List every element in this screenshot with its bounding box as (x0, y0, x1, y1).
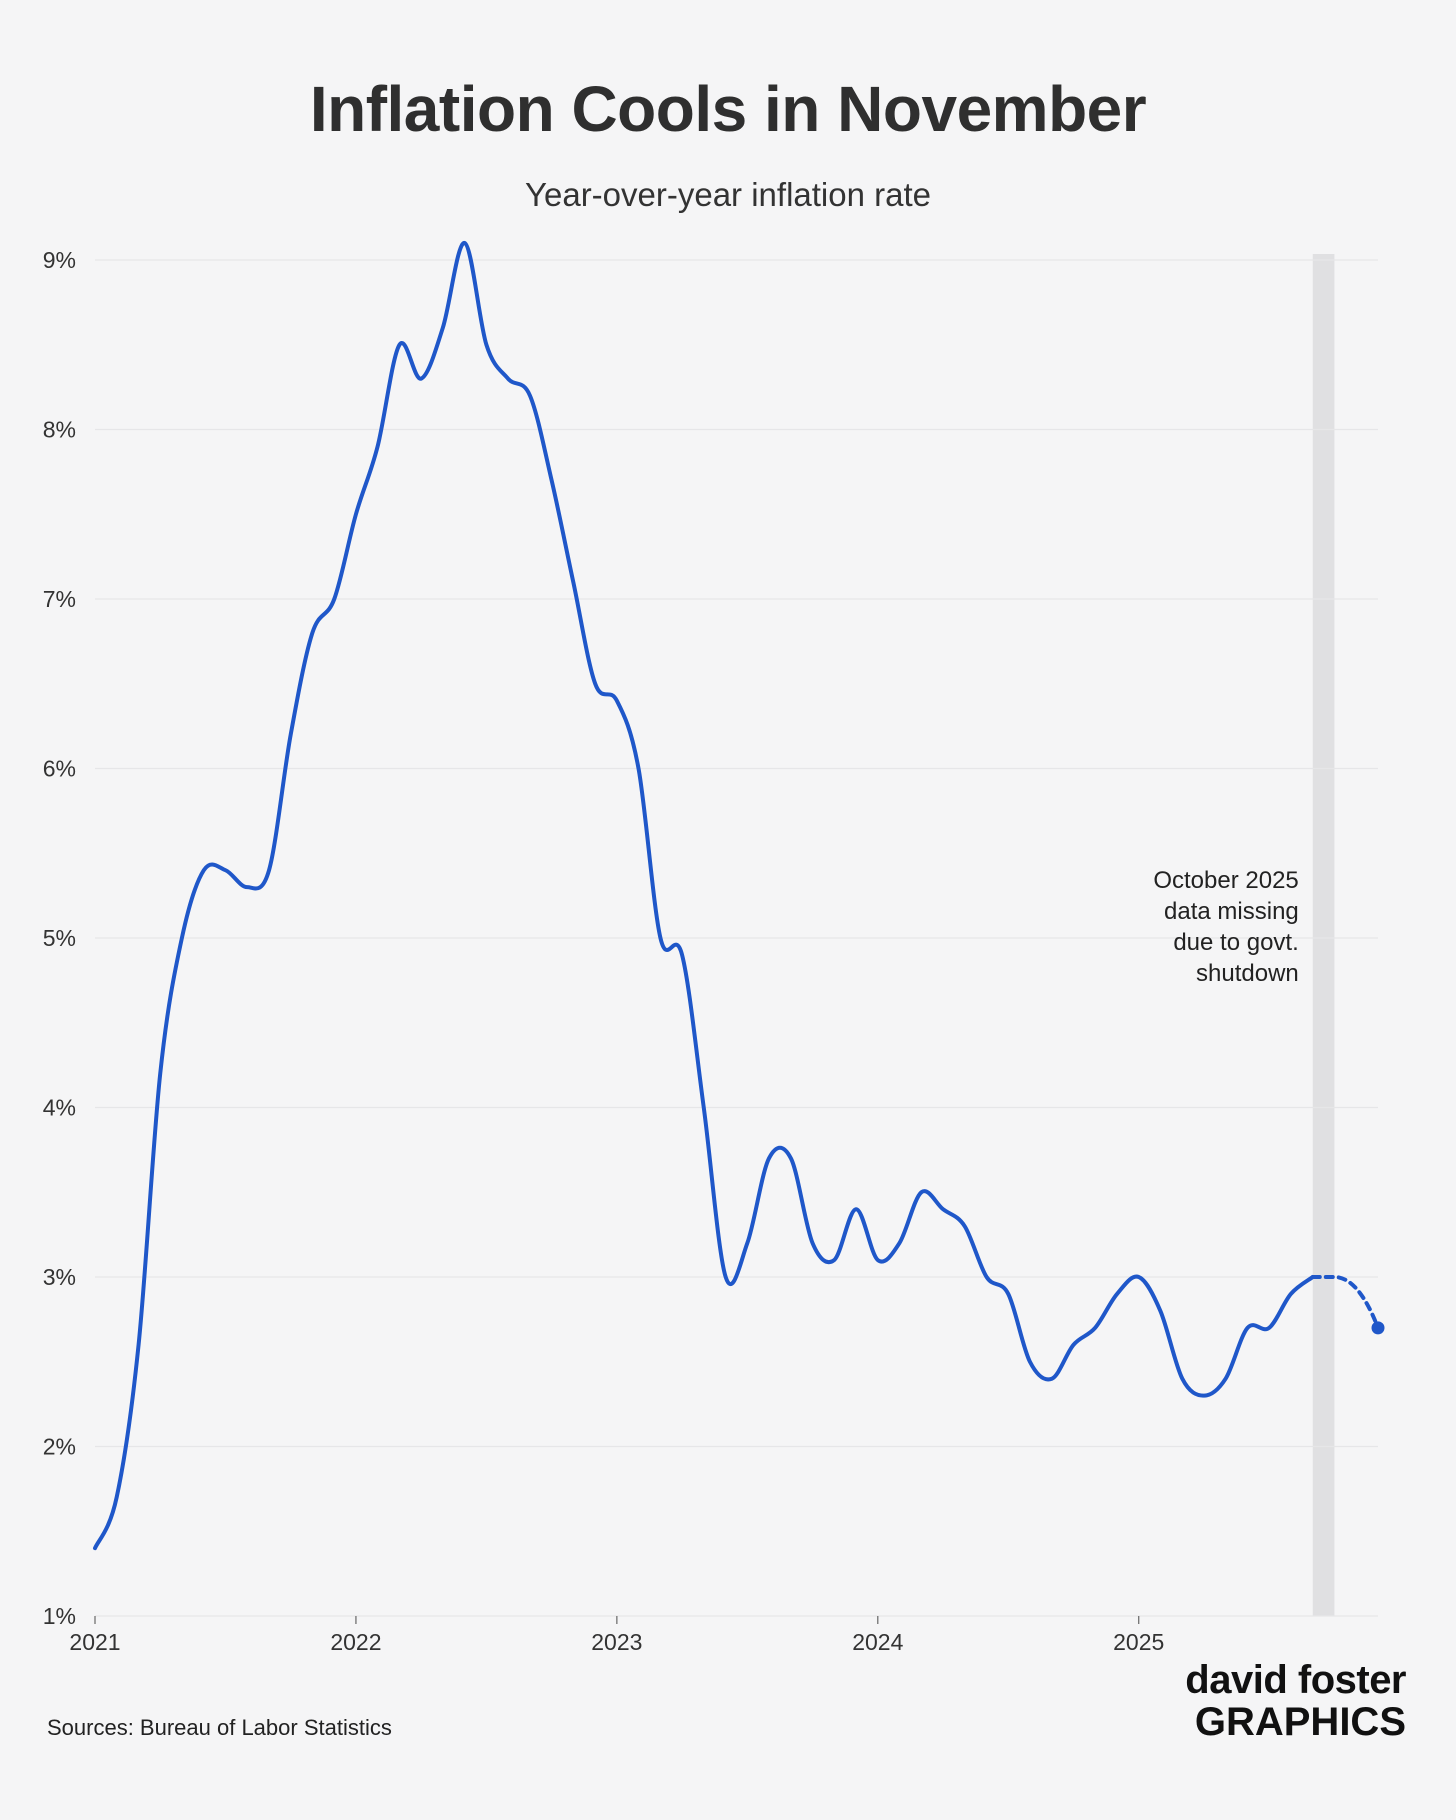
data-point (550, 478, 554, 482)
data-point (963, 1224, 967, 1228)
x-tick-label: 2025 (1113, 1629, 1164, 1655)
chart-title: Inflation Cools in November (309, 73, 1147, 145)
y-tick-label: 5% (43, 925, 76, 951)
series-layer (93, 241, 1385, 1551)
data-point (310, 631, 314, 635)
x-tick-label: 2023 (591, 1629, 642, 1655)
data-point (767, 1156, 771, 1160)
data-point (854, 1207, 858, 1211)
data-point (354, 512, 358, 516)
data-point (637, 767, 641, 771)
data-point (1202, 1394, 1206, 1398)
annotation-text: October 2025 (1153, 867, 1298, 894)
data-point (245, 885, 249, 889)
y-tick-label: 8% (43, 417, 76, 443)
data-point (1115, 1292, 1119, 1296)
data-point (1224, 1377, 1228, 1381)
data-point (1246, 1326, 1250, 1330)
x-tick-label: 2024 (852, 1629, 903, 1655)
source-note: Sources: Bureau of Labor Statistics (47, 1715, 392, 1740)
data-point (680, 953, 684, 957)
brand-name: david foster (1185, 1658, 1406, 1702)
data-point (571, 580, 575, 584)
annotation-layer: October 2025 data missing due to govt. shut… (1153, 867, 1298, 987)
data-point (158, 1072, 162, 1076)
data-point (419, 377, 423, 381)
y-tick-label: 1% (43, 1603, 76, 1629)
y-tick-label: 9% (43, 247, 76, 273)
last-data-point (1371, 1321, 1385, 1335)
data-point (593, 682, 597, 686)
data-point (1071, 1343, 1075, 1347)
y-tick-label: 6% (43, 756, 76, 782)
y-tick-label: 2% (43, 1434, 76, 1460)
data-point (789, 1156, 793, 1160)
data-point (93, 1546, 97, 1550)
data-point (506, 377, 510, 381)
data-point (1289, 1292, 1293, 1296)
data-point (332, 597, 336, 601)
annotation-text: due to govt. (1173, 929, 1298, 956)
data-point (137, 1343, 141, 1347)
data-point (745, 1241, 749, 1245)
data-point (702, 1106, 706, 1110)
data-point (267, 868, 271, 872)
data-point (1028, 1360, 1032, 1364)
annotation-text: shutdown (1196, 960, 1299, 987)
x-tick-label: 2021 (69, 1629, 120, 1655)
data-point (658, 936, 662, 940)
data-point (484, 343, 488, 347)
data-point (398, 343, 402, 347)
y-tick-label: 7% (43, 586, 76, 612)
data-point (1267, 1326, 1271, 1330)
data-point (528, 394, 532, 398)
data-point (876, 1258, 880, 1262)
missing-data-dashed-line (1310, 1275, 1380, 1330)
data-point (985, 1275, 989, 1279)
brand-wordmark: GRAPHICS (1194, 1700, 1406, 1744)
x-tick-label: 2022 (330, 1629, 381, 1655)
data-point (724, 1275, 728, 1279)
shaded-band-layer (1312, 254, 1335, 1616)
data-point (832, 1258, 836, 1262)
axis-layer: 1% 2% 3% 4% 5% 6% 7% 8% 9% 2021 2022 2023 2024 2025 (43, 247, 1165, 1655)
data-point (1180, 1377, 1184, 1381)
y-tick-label: 4% (43, 1095, 76, 1121)
y-tick-label: 3% (43, 1264, 76, 1290)
data-point (223, 868, 227, 872)
data-point (1158, 1309, 1162, 1313)
data-point (941, 1207, 945, 1211)
inflation-line (93, 241, 1315, 1551)
data-point (1050, 1377, 1054, 1381)
data-point (115, 1495, 119, 1499)
data-point (1093, 1326, 1097, 1330)
data-point (919, 1190, 923, 1194)
data-point (463, 241, 467, 245)
data-point (289, 733, 293, 737)
data-point (1137, 1275, 1141, 1279)
data-point (376, 444, 380, 448)
brand-logo: david foster GRAPHICS (1185, 1660, 1406, 1742)
data-point (441, 326, 445, 330)
data-point (811, 1241, 815, 1245)
missing-data-band (1312, 254, 1335, 1616)
data-point (615, 699, 619, 703)
data-point (897, 1241, 901, 1245)
data-point (202, 868, 206, 872)
chart-subtitle: Year-over-year inflation rate (525, 176, 931, 213)
data-point (180, 936, 184, 940)
annotation-text: data missing (1164, 898, 1299, 925)
data-point (1006, 1292, 1010, 1296)
